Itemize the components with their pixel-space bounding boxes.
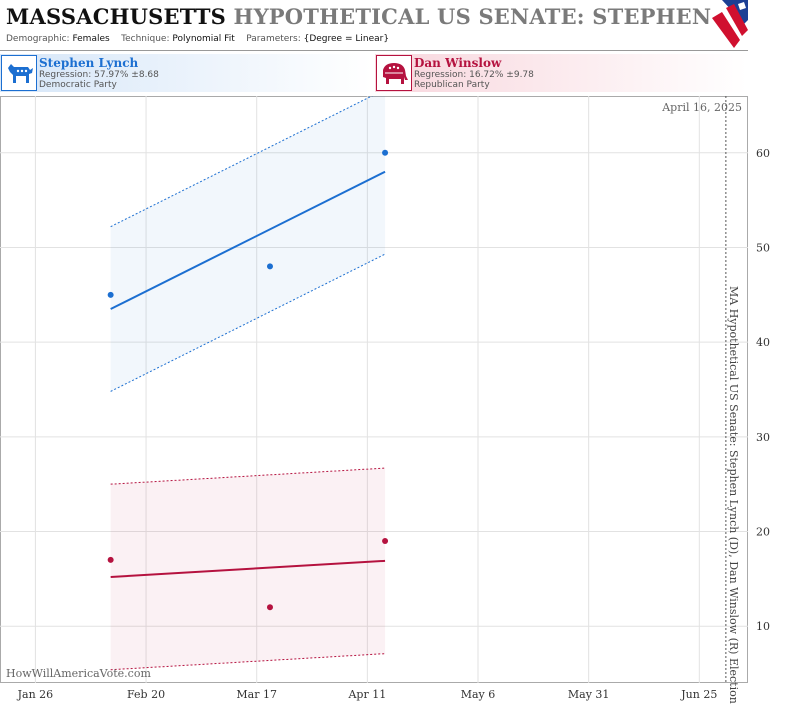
date-label: April 16, 2025 <box>661 101 742 114</box>
demographic-label: Demographic: <box>6 34 70 44</box>
lower-bound-lynch <box>110 253 386 392</box>
page-title: MASSACHUSETTS HYPOTHETICAL US SENATE: ST… <box>6 4 748 29</box>
donkey-icon <box>1 55 37 91</box>
elephant-icon <box>376 55 412 91</box>
state-name: MASSACHUSETTS <box>6 4 227 29</box>
x-tick-label: Jun 25 <box>680 688 717 701</box>
y-tick-label: 60 <box>756 147 770 160</box>
fit-line-lynch <box>110 170 386 310</box>
candidate-regression: Regression: 57.97% ±8.68 <box>39 70 159 80</box>
candidate-party: Democratic Party <box>39 80 117 90</box>
candidate-name: Dan Winslow <box>414 56 502 70</box>
data-point-lynch <box>266 263 273 270</box>
technique-value: Polynomial Fit <box>172 34 235 44</box>
candidate-card-winslow: Dan Winslow Regression: 16.72% ±9.78 Rep… <box>375 54 747 92</box>
parameters-value: {Degree = Linear} <box>303 34 390 44</box>
data-point-winslow <box>266 604 273 611</box>
candidate-party: Republican Party <box>414 80 490 90</box>
candidate-card-lynch: Stephen Lynch Regression: 57.97% ±8.68 D… <box>0 54 372 92</box>
data-point-lynch <box>382 149 389 156</box>
upper-bound-winslow <box>110 467 386 485</box>
x-tick-label: May 31 <box>568 688 610 701</box>
upper-bound-lynch <box>110 96 373 228</box>
side-title: MA Hypothetical US Senate: Stephen Lynch… <box>727 286 740 704</box>
title-rest: HYPOTHETICAL US SENATE: STEPHEN LYNCH <box>233 4 748 29</box>
candidate-name: Stephen Lynch <box>39 56 139 70</box>
poll-chart: Jan 26 Feb 20 Mar 17 Apr 11 May 6 May 31 Jun 2… <box>0 96 770 704</box>
meta-line: Demographic: Females Technique: Polynomi… <box>6 34 389 44</box>
data-point-lynch <box>107 291 114 298</box>
flag-logo-icon <box>712 0 748 48</box>
y-tick-label: 50 <box>756 241 770 254</box>
lower-bound-winslow <box>110 653 386 671</box>
fit-line-winslow <box>110 559 386 578</box>
technique-label: Technique: <box>121 34 170 44</box>
x-tick-label: Apr 11 <box>347 688 386 701</box>
y-tick-label: 30 <box>756 431 770 444</box>
x-tick-label: Mar 17 <box>236 688 277 701</box>
y-tick-label: 20 <box>756 526 770 539</box>
watermark: HowWillAmericaVote.com <box>6 667 151 680</box>
x-tick-label: Feb 20 <box>127 688 165 701</box>
x-tick-label: May 6 <box>461 688 496 701</box>
candidate-regression: Regression: 16.72% ±9.78 <box>414 70 534 80</box>
confidence-band-lynch <box>110 96 386 392</box>
data-point-winslow <box>107 556 114 563</box>
y-tick-label: 40 <box>756 336 770 349</box>
data-point-winslow <box>382 537 389 544</box>
demographic-value: Females <box>72 34 110 44</box>
header: MASSACHUSETTS HYPOTHETICAL US SENATE: ST… <box>0 0 748 51</box>
y-tick-label: 10 <box>756 620 770 633</box>
plot-frame <box>0 96 748 683</box>
x-tick-label: Jan 26 <box>17 688 54 701</box>
parameters-label: Parameters: <box>246 34 301 44</box>
